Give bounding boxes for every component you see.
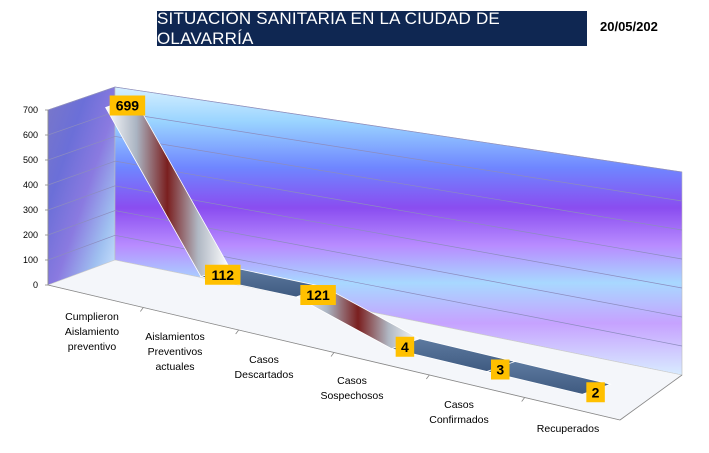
x-tick-mark [140, 307, 144, 312]
x-tick-mark [330, 352, 335, 357]
x-tick-label: Casos Descartados [235, 354, 294, 381]
gridline [114, 111, 683, 202]
chart-title: SITUACIÓN SANITARIA EN LA CIUDAD DE OLAV… [157, 9, 587, 48]
side-wall [47, 86, 116, 286]
x-tick-label: Casos Sospechosos [320, 375, 383, 402]
data-label: 699 [109, 95, 146, 116]
data-label-text: 2 [592, 384, 600, 400]
chart-date: 20/05/202 [600, 19, 658, 34]
gridline [114, 86, 683, 173]
data-label-text: 112 [211, 267, 234, 283]
y-tick-label: 400 [23, 180, 38, 190]
gridline-side [47, 160, 116, 186]
x-tick-mark [521, 397, 525, 402]
gridline-side [47, 111, 116, 136]
x-tick-label: Recuperados [537, 423, 599, 435]
data-label-box [395, 336, 415, 357]
y-tick-label: 100 [23, 255, 38, 265]
data-label-text: 699 [116, 98, 140, 114]
gridline [114, 210, 683, 318]
gridline [114, 160, 683, 260]
x-tick-mark [235, 329, 239, 335]
data-label-text: 121 [306, 287, 330, 303]
x-tick-label: Casos Confirmados [429, 399, 489, 426]
data-label: 3 [491, 359, 510, 380]
data-label: 112 [205, 264, 241, 285]
gridline-side [47, 210, 116, 236]
data-label-text: 3 [496, 362, 504, 378]
x-tick-mark [426, 374, 430, 380]
data-labels: 699 112 121 4 3 2 [109, 95, 605, 403]
x-tick-label: Aislamientos Preventivos actuales [145, 331, 205, 373]
data-label-box [300, 285, 336, 305]
gridline [114, 136, 683, 231]
gridline-side [47, 234, 116, 261]
data-label-text: 4 [401, 339, 409, 355]
gridline-side [47, 185, 116, 211]
gridline-side [47, 86, 116, 111]
data-label-box [491, 359, 510, 380]
data-label-box [586, 382, 605, 403]
y-tick-label: 300 [23, 205, 38, 215]
y-tick-label: 500 [23, 155, 38, 165]
y-axis: 0 100 200 300 400 500 600 700 [23, 105, 49, 290]
y-tick-label: 0 [33, 280, 38, 290]
y-tick-label: 600 [23, 130, 38, 140]
data-label: 4 [395, 336, 415, 357]
x-axis: Cumplieron Aislamiento preventivo Aislamien… [47, 284, 683, 435]
data-label-box [109, 95, 146, 116]
data-label: 121 [300, 285, 336, 305]
data-label: 2 [586, 382, 605, 403]
data-label-box [205, 264, 241, 285]
gridline [114, 185, 683, 289]
gridline-side [47, 136, 116, 161]
y-tick-label: 700 [23, 105, 38, 115]
x-tick-label: Cumplieron Aislamiento preventivo [65, 311, 119, 353]
y-tick-label: 200 [23, 230, 38, 240]
